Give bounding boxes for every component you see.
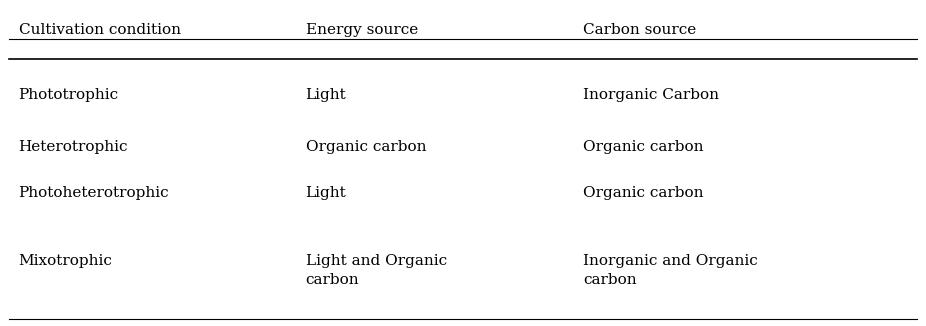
Text: Light and Organic
carbon: Light and Organic carbon <box>306 254 446 287</box>
Text: Carbon source: Carbon source <box>583 23 696 37</box>
Text: Light: Light <box>306 88 346 102</box>
Text: Mixotrophic: Mixotrophic <box>19 254 112 268</box>
Text: Heterotrophic: Heterotrophic <box>19 140 128 154</box>
Text: Photoheterotrophic: Photoheterotrophic <box>19 186 169 200</box>
Text: Light: Light <box>306 186 346 200</box>
Text: Inorganic Carbon: Inorganic Carbon <box>583 88 720 102</box>
Text: Cultivation condition: Cultivation condition <box>19 23 181 37</box>
Text: Energy source: Energy source <box>306 23 418 37</box>
Text: Organic carbon: Organic carbon <box>583 186 704 200</box>
Text: Inorganic and Organic
carbon: Inorganic and Organic carbon <box>583 254 758 287</box>
Text: Organic carbon: Organic carbon <box>306 140 426 154</box>
Text: Organic carbon: Organic carbon <box>583 140 704 154</box>
Text: Phototrophic: Phototrophic <box>19 88 119 102</box>
